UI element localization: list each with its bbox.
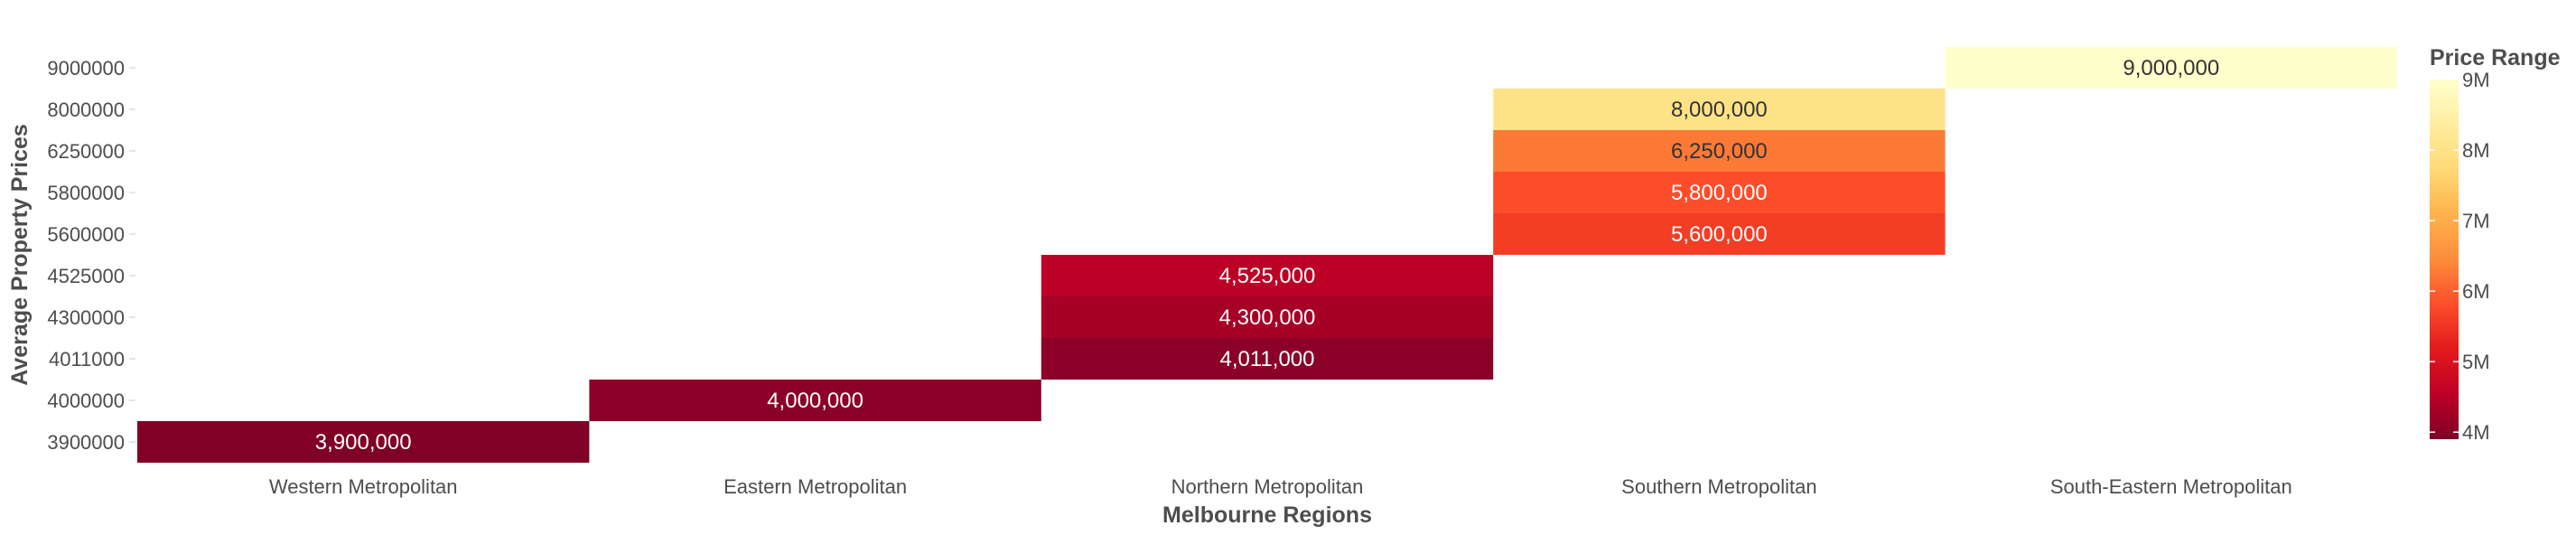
y-tick-label: 8000000 xyxy=(47,99,125,121)
legend-tick-label: 5M xyxy=(2462,351,2490,373)
legend-tick-label: 6M xyxy=(2462,280,2490,303)
cell-value-label: 6,250,000 xyxy=(1671,139,1768,164)
legend-tick-label: 7M xyxy=(2462,210,2490,232)
y-axis-ticks: 3900000 4000000 4011000 4300000 4525000 56000… xyxy=(47,57,135,454)
cell-labels: 3,900,000 4,000,000 4,011,000 4,300,000 4,52… xyxy=(315,56,2219,455)
heatmap-cell xyxy=(1945,47,2397,89)
legend-tick-label: 4M xyxy=(2462,421,2490,444)
x-tick-label: Western Metropolitan xyxy=(269,475,458,498)
x-axis-ticks: Western Metropolitan Eastern Metropolitan… xyxy=(269,475,2292,498)
cell-value-label: 9,000,000 xyxy=(2123,56,2219,80)
cell-value-label: 4,000,000 xyxy=(767,389,863,413)
heatmap-cell xyxy=(1041,255,1494,296)
y-tick-label: 9000000 xyxy=(47,57,125,80)
legend-colorbar xyxy=(2430,80,2459,439)
x-tick-label: Southern Metropolitan xyxy=(1621,475,1816,498)
heatmap-cell xyxy=(1041,296,1494,338)
y-tick-label: 5800000 xyxy=(47,182,125,204)
color-legend: Price Range 4M 5M 6M 7M 8M 9M xyxy=(2430,45,2561,444)
heatmap-cell xyxy=(1041,338,1494,380)
y-tick-label: 4000000 xyxy=(47,390,125,412)
legend-tick-label: 8M xyxy=(2462,139,2490,162)
y-axis-title: Average Property Prices xyxy=(7,124,33,386)
x-tick-label: Eastern Metropolitan xyxy=(723,475,907,498)
cell-value-label: 8,000,000 xyxy=(1671,98,1768,122)
heatmap-cell xyxy=(137,421,590,463)
legend-ticks: 4M 5M 6M 7M 8M 9M xyxy=(2430,69,2490,444)
heatmap-cell xyxy=(1493,130,1946,172)
heatmap-cell xyxy=(1493,89,1946,130)
y-tick-label: 4525000 xyxy=(47,265,125,287)
heatmap-cells xyxy=(137,47,2397,463)
heatmap-cell xyxy=(589,380,1041,421)
x-axis-title: Melbourne Regions xyxy=(1162,502,1372,528)
x-tick-label: Northern Metropolitan xyxy=(1171,475,1364,498)
y-tick-label: 3900000 xyxy=(47,431,125,454)
y-tick-label: 6250000 xyxy=(47,140,125,163)
x-tick-label: South-Eastern Metropolitan xyxy=(2050,475,2292,498)
heatmap-cell xyxy=(1493,213,1946,255)
heatmap-cell xyxy=(1493,172,1946,213)
y-tick-label: 5600000 xyxy=(47,223,125,246)
cell-value-label: 5,600,000 xyxy=(1671,222,1768,247)
legend-title: Price Range xyxy=(2430,45,2561,70)
cell-value-label: 5,800,000 xyxy=(1671,181,1768,205)
cell-value-label: 4,011,000 xyxy=(1220,347,1315,371)
legend-tick-label: 9M xyxy=(2462,69,2490,91)
cell-value-label: 3,900,000 xyxy=(315,430,412,455)
y-tick-label: 4300000 xyxy=(47,306,125,329)
cell-value-label: 4,300,000 xyxy=(1219,305,1316,330)
cell-value-label: 4,525,000 xyxy=(1219,264,1316,288)
y-tick-label: 4011000 xyxy=(49,348,125,371)
